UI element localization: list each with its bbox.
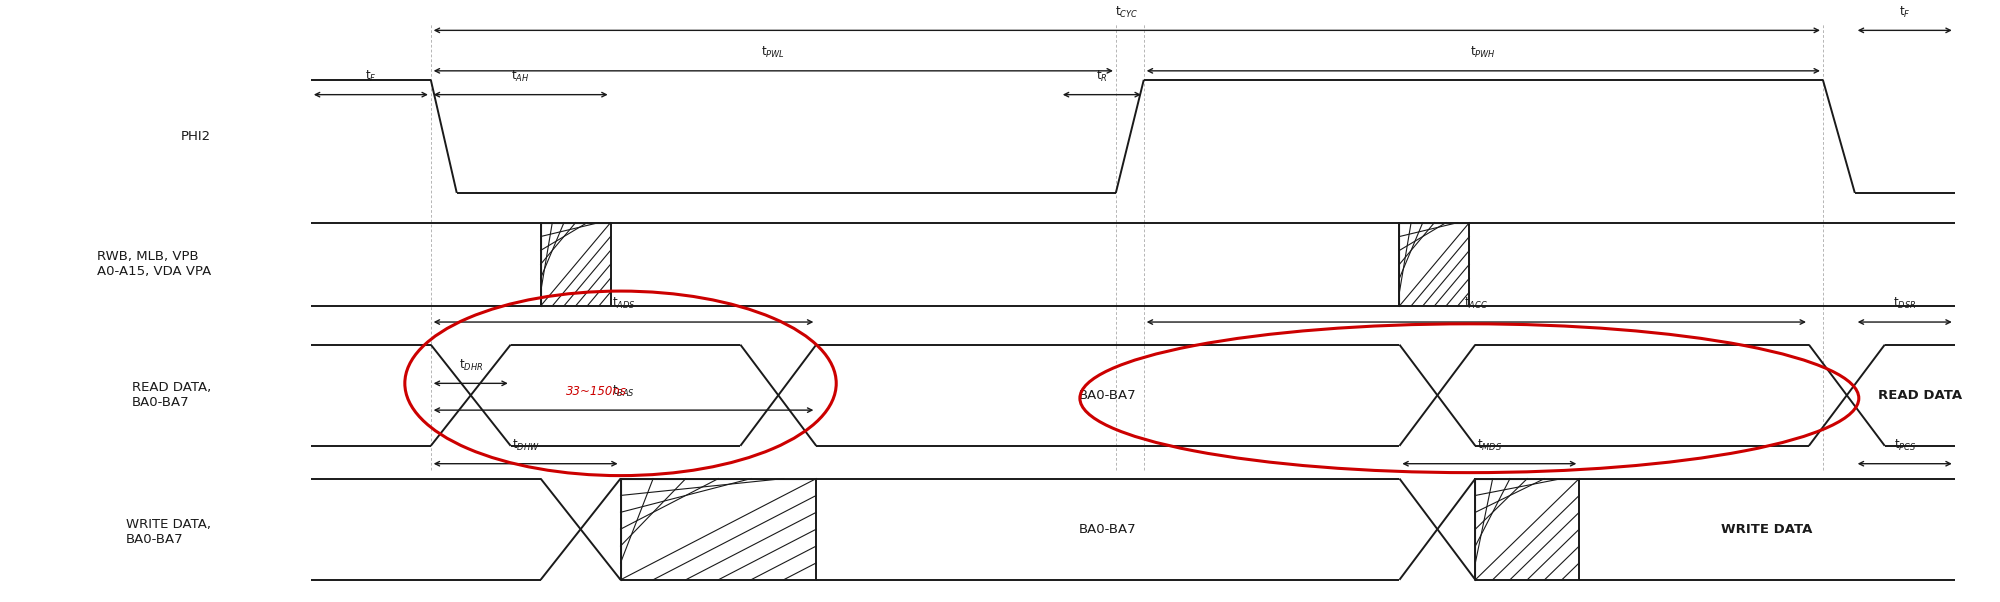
Text: t$_{DHR}$: t$_{DHR}$	[458, 358, 482, 373]
Text: 33~150ns: 33~150ns	[566, 385, 628, 397]
Text: t$_{PWH}$: t$_{PWH}$	[1470, 45, 1496, 60]
Text: RWB, MLB, VPB
A0-A15, VDA VPA: RWB, MLB, VPB A0-A15, VDA VPA	[96, 250, 212, 278]
Text: t$_{DHW}$: t$_{DHW}$	[512, 438, 540, 453]
Text: t$_F$: t$_F$	[366, 69, 376, 84]
Text: BA0-BA7: BA0-BA7	[1080, 523, 1136, 536]
Text: t$_{AH}$: t$_{AH}$	[512, 69, 530, 84]
Text: t$_R$: t$_R$	[1096, 69, 1108, 84]
Text: t$_{MDS}$: t$_{MDS}$	[1476, 438, 1502, 453]
Text: READ DATA: READ DATA	[1878, 389, 1962, 402]
Text: t$_{CYC}$: t$_{CYC}$	[1116, 5, 1138, 20]
Text: t$_{PWL}$: t$_{PWL}$	[762, 45, 786, 60]
Text: t$_{ACC}$: t$_{ACC}$	[1464, 296, 1488, 311]
Text: t$_F$: t$_F$	[1898, 5, 1910, 20]
Text: BA0-BA7: BA0-BA7	[1080, 389, 1136, 402]
Text: PHI2: PHI2	[180, 130, 212, 143]
Text: t$_{BAS}$: t$_{BAS}$	[612, 384, 636, 399]
Text: READ DATA,
BA0-BA7: READ DATA, BA0-BA7	[132, 381, 212, 409]
Text: t$_{ADS}$: t$_{ADS}$	[612, 296, 636, 311]
Text: WRITE DATA: WRITE DATA	[1722, 523, 1812, 536]
Text: WRITE DATA,
BA0-BA7: WRITE DATA, BA0-BA7	[126, 518, 212, 546]
Text: t$_{DSR}$: t$_{DSR}$	[1894, 296, 1916, 311]
Text: t$_{PCS}$: t$_{PCS}$	[1894, 438, 1916, 453]
